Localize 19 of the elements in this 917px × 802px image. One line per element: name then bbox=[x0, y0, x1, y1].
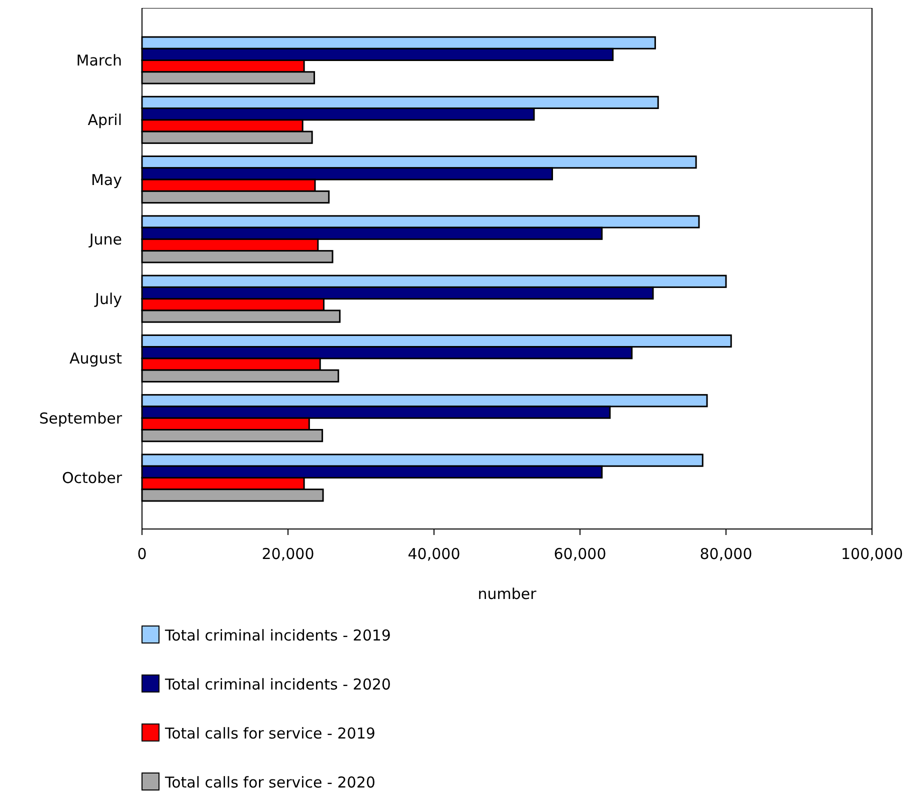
legend-label: Total calls for service - 2020 bbox=[164, 773, 376, 792]
y-tick-label: June bbox=[88, 230, 122, 248]
x-axis-title: number bbox=[478, 585, 538, 603]
y-tick-label: May bbox=[90, 170, 122, 189]
x-tick-label: 40,000 bbox=[408, 545, 460, 563]
y-tick-label: October bbox=[62, 468, 123, 487]
x-tick-label: 20,000 bbox=[262, 545, 314, 563]
x-tick-label: 100,000 bbox=[840, 545, 904, 563]
legend-label: Total calls for service - 2019 bbox=[164, 724, 376, 742]
legend-label: Total criminal incidents - 2020 bbox=[164, 675, 391, 694]
legend-label: Total criminal incidents - 2019 bbox=[164, 626, 391, 644]
y-tick-label: July bbox=[94, 290, 122, 308]
y-tick-label: March bbox=[76, 52, 122, 70]
x-tick-label: 80,000 bbox=[700, 545, 752, 563]
y-tick-label: August bbox=[70, 350, 122, 368]
x-tick-label: 60,000 bbox=[554, 545, 606, 563]
y-tick-label: April bbox=[88, 111, 122, 130]
x-tick-label: 0 bbox=[137, 545, 147, 563]
y-tick-label: September bbox=[39, 409, 123, 428]
